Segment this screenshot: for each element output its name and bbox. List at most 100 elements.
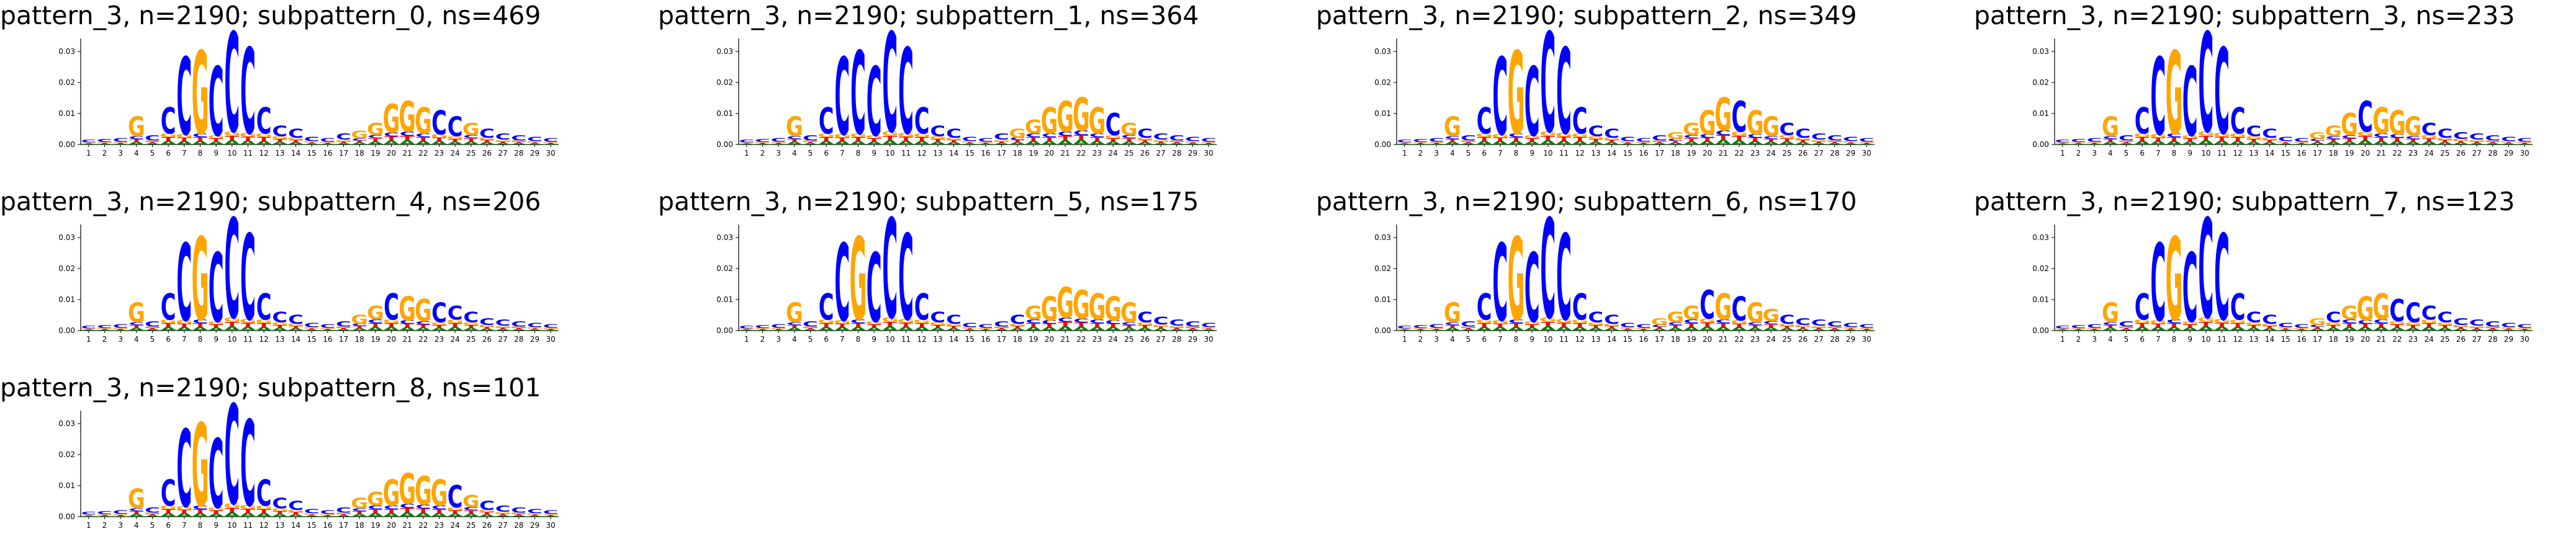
logo-letter-t: T xyxy=(963,328,978,330)
x-tick-label: 3 xyxy=(2092,149,2097,158)
logo-letter-t: T xyxy=(1636,329,1651,330)
logo-letter-t: T xyxy=(2502,142,2516,144)
logo-letter-g: G xyxy=(2197,316,2215,323)
y-tick-label: 0.02 xyxy=(1374,264,1391,273)
logo-letter-a: A xyxy=(850,326,866,332)
logo-letter-a: A xyxy=(1540,139,1557,146)
logo-letter-t: T xyxy=(978,143,993,144)
logo-letter-t: T xyxy=(1827,327,1842,330)
logo-letter-g: G xyxy=(2420,318,2438,324)
x-tick-label: 9 xyxy=(1529,149,1534,158)
logo-letter-c: C xyxy=(81,511,96,515)
logo-letter-t: T xyxy=(496,513,511,515)
logo-letter-t: T xyxy=(1669,324,1683,329)
x-tick-label: 18 xyxy=(1671,149,1680,158)
logo-letter-a: A xyxy=(1540,325,1557,332)
logo-letter-c: C xyxy=(495,318,511,328)
logo-letter-c: C xyxy=(145,506,160,514)
logo-letter-c: C xyxy=(1779,313,1795,327)
x-tick-label: 18 xyxy=(1013,149,1022,158)
logo-letter-t: T xyxy=(129,138,144,143)
logo-letter-t: T xyxy=(161,136,176,142)
logo-letter-g: G xyxy=(1073,89,1090,142)
logo-letter-c: C xyxy=(384,504,399,510)
x-tick-label: 1 xyxy=(744,149,749,158)
logo-letter-a: A xyxy=(2166,140,2182,146)
x-tick-label: 19 xyxy=(1029,335,1038,344)
y-tick-label: 0.01 xyxy=(2032,295,2049,304)
logo-letter-t: T xyxy=(2167,322,2181,328)
logo-letter-g: G xyxy=(1826,326,1844,329)
x-tick-label: 21 xyxy=(1719,149,1728,158)
x-tick-label: 18 xyxy=(355,149,364,158)
x-tick-label: 13 xyxy=(1591,335,1600,344)
logo-letter-g: G xyxy=(738,142,755,143)
logo-letter-t: T xyxy=(1090,322,1104,328)
logo-letter-c: C xyxy=(1492,37,1508,159)
logo-letter-a: A xyxy=(1603,141,1620,145)
logo-letter-c: C xyxy=(527,136,543,143)
logo-letter-a: A xyxy=(415,326,431,331)
x-tick-label: 1 xyxy=(1402,149,1407,158)
logo-letter-a: A xyxy=(160,140,176,146)
logo-letter-a: A xyxy=(786,327,803,331)
x-tick-label: 23 xyxy=(1750,335,1760,344)
logo-letter-a: A xyxy=(367,140,384,146)
logo-letter-g: G xyxy=(2452,324,2470,327)
logo-letter-c: C xyxy=(834,223,850,345)
logo-letter-c: C xyxy=(2182,48,2198,158)
logo-letter-a: A xyxy=(818,140,834,146)
logo-letter-c: C xyxy=(1540,192,1556,350)
logo-letter-c: C xyxy=(882,6,898,164)
logo-letter-a: A xyxy=(1009,327,1026,331)
x-tick-label: 21 xyxy=(1719,335,1728,344)
logo-letter-g: G xyxy=(192,401,209,533)
x-tick-label: 16 xyxy=(981,335,990,344)
logo-letter-g: G xyxy=(542,327,559,329)
logo-letter-c: C xyxy=(755,138,770,143)
logo-letter-g: G xyxy=(738,328,755,329)
logo-letter-t: T xyxy=(739,143,754,144)
logo-letter-c: C xyxy=(1185,136,1200,143)
logo-letter-c: C xyxy=(1731,92,1747,142)
logo-letter-g: G xyxy=(2166,215,2183,347)
logo-letter-c: C xyxy=(1089,132,1105,138)
logo-letter-g: G xyxy=(1651,317,1669,327)
logo-letter-g: G xyxy=(993,139,1011,141)
logo-letter-t: T xyxy=(1573,136,1587,142)
logo-letter-c: C xyxy=(2326,135,2341,140)
logo-letter-g: G xyxy=(2086,141,2103,143)
logo-letter-a: A xyxy=(256,512,272,518)
logo-letter-t: T xyxy=(1732,323,1746,328)
logo-letter-g: G xyxy=(176,319,193,325)
logo-letter-t: T xyxy=(1557,322,1571,328)
logo-letter-g: G xyxy=(526,513,544,515)
logo-letter-g: G xyxy=(2405,321,2422,326)
x-tick-label: 30 xyxy=(546,149,556,158)
logo-letter-t: T xyxy=(1154,326,1169,329)
logo-letter-c: C xyxy=(2102,321,2118,326)
x-tick-label: 7 xyxy=(840,149,845,158)
y-tick-label: 0.03 xyxy=(1374,233,1391,242)
logo-letter-t: T xyxy=(1090,136,1104,142)
x-tick-label: 14 xyxy=(291,149,300,158)
logo-letter-a: A xyxy=(1636,329,1652,331)
logo-letter-a: A xyxy=(1200,143,1217,145)
logo-letter-g: G xyxy=(431,133,448,139)
logo-letter-t: T xyxy=(114,143,128,144)
logo-letter-t: T xyxy=(1684,322,1698,328)
logo-letter-g: G xyxy=(1396,328,1413,329)
logo-letter-a: A xyxy=(495,143,511,145)
logo-letter-t: T xyxy=(1573,322,1587,328)
x-tick-label: 8 xyxy=(2172,149,2177,158)
logo-letter-c: C xyxy=(2166,132,2182,138)
logo-letter-c: C xyxy=(495,132,511,142)
logo-letter-a: A xyxy=(2198,139,2215,146)
logo-letter-c: C xyxy=(113,137,128,143)
logo-letter-t: T xyxy=(241,136,255,142)
logo-letter-g: G xyxy=(240,318,257,324)
x-tick-label: 26 xyxy=(2456,335,2466,344)
logo-letter-g: G xyxy=(817,132,835,138)
logo-letter-t: T xyxy=(368,508,382,514)
logo-letter-t: T xyxy=(1844,328,1858,330)
